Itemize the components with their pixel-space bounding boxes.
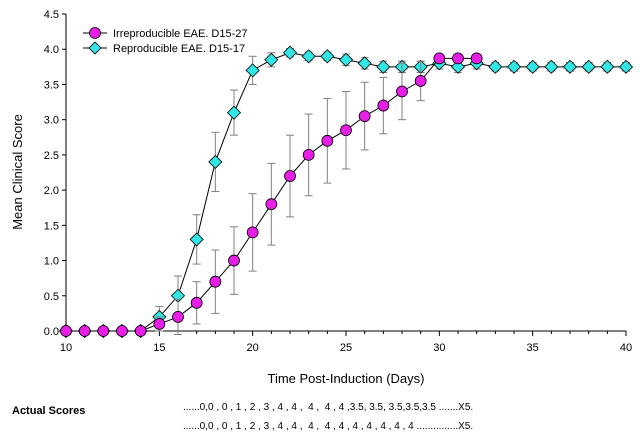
x-tick-label: 15 xyxy=(153,342,165,354)
data-point-reproducible xyxy=(488,59,503,74)
y-tick-label: 4.5 xyxy=(44,9,59,21)
series-irreproducible xyxy=(60,52,483,337)
x-tick-label: 35 xyxy=(527,342,539,354)
series-layer xyxy=(58,45,634,339)
y-axis-ticks: 0.0 0.5 1.0 1.5 2.0 2.5 3.0 3.5 4.0 4.5 xyxy=(44,9,66,338)
data-point-irreproducible xyxy=(284,170,296,182)
y-tick-label: 0.5 xyxy=(44,291,59,303)
data-point-reproducible xyxy=(525,59,540,74)
data-point-reproducible xyxy=(618,59,634,74)
data-point-reproducible xyxy=(562,59,578,74)
data-point-irreproducible xyxy=(321,134,334,147)
data-point-irreproducible xyxy=(433,52,446,65)
data-point-irreproducible xyxy=(228,254,240,267)
data-point-irreproducible xyxy=(414,75,427,87)
data-point-reproducible xyxy=(581,59,596,74)
actual-scores-line-2: ......0,0 , 0 , 1 , 2 , 3 , 4 , 4 , 4 , … xyxy=(183,421,474,432)
data-point-reproducible xyxy=(376,59,391,74)
y-tick-label: 1.0 xyxy=(44,256,59,268)
data-point-reproducible xyxy=(357,56,372,71)
data-point-irreproducible xyxy=(265,198,278,211)
y-tick-label: 2.0 xyxy=(44,185,59,197)
y-tick-label: 1.5 xyxy=(44,220,59,232)
data-point-irreproducible xyxy=(134,325,147,337)
data-point-reproducible xyxy=(245,63,260,78)
legend-label-reproducible: Reproducible EAE. D15-17 xyxy=(113,43,245,55)
data-point-reproducible xyxy=(338,52,354,67)
data-point-irreproducible xyxy=(78,325,91,337)
y-tick-label: 3.5 xyxy=(44,79,59,91)
data-point-reproducible xyxy=(189,232,204,247)
data-point-irreproducible xyxy=(116,325,128,337)
data-point-irreproducible xyxy=(470,52,483,65)
data-point-irreproducible xyxy=(172,311,184,323)
data-point-irreproducible xyxy=(190,296,203,309)
y-tick-label: 3.0 xyxy=(44,115,59,127)
data-point-reproducible xyxy=(264,52,279,67)
legend: Irreproducible EAE. D15-27 Reproducible … xyxy=(83,27,248,55)
data-point-reproducible xyxy=(226,105,242,120)
x-tick-label: 20 xyxy=(247,342,259,354)
data-point-irreproducible xyxy=(340,124,352,137)
clinical-score-chart: 0.0 0.5 1.0 1.5 2.0 2.5 3.0 3.5 4.0 4.5 10 15 20 25 3… xyxy=(10,9,634,386)
data-point-irreproducible xyxy=(209,275,222,288)
x-tick-label: 40 xyxy=(620,342,632,354)
x-axis-title: Time Post-Induction (Days) xyxy=(267,371,424,386)
data-point-reproducible xyxy=(506,59,522,74)
series-reproducible xyxy=(58,45,634,339)
data-point-irreproducible xyxy=(396,85,408,98)
y-tick-label: 0.0 xyxy=(44,326,59,338)
data-point-irreproducible xyxy=(97,325,110,337)
actual-scores-line-1: ......0,0 , 0 , 1 , 2 , 3 , 4 , 4 , 4 , … xyxy=(183,402,474,413)
data-point-irreproducible xyxy=(302,148,315,161)
y-tick-label: 2.5 xyxy=(44,150,59,162)
data-point-reproducible xyxy=(208,154,223,169)
data-point-irreproducible xyxy=(60,325,72,337)
x-tick-label: 25 xyxy=(340,342,352,354)
x-tick-label: 10 xyxy=(60,342,72,354)
data-point-irreproducible xyxy=(452,52,464,65)
data-point-reproducible xyxy=(301,49,316,64)
data-point-irreproducible xyxy=(358,110,371,123)
y-tick-label: 4.0 xyxy=(44,44,59,56)
data-point-irreproducible xyxy=(246,226,259,239)
x-axis-ticks: 10 15 20 25 30 35 40 xyxy=(60,331,632,354)
legend-label-irreproducible: Irreproducible EAE. D15-27 xyxy=(113,28,248,40)
data-point-reproducible xyxy=(600,59,615,74)
data-point-reproducible xyxy=(282,45,298,60)
data-point-reproducible xyxy=(544,59,559,74)
legend-marker-reproducible xyxy=(88,41,102,55)
data-point-reproducible xyxy=(320,49,335,64)
actual-scores-label: Actual Scores xyxy=(12,405,86,417)
y-axis-title: Mean Clinical Score xyxy=(10,114,25,230)
data-point-reproducible xyxy=(450,59,466,74)
data-point-irreproducible xyxy=(377,99,390,112)
legend-marker-irreproducible xyxy=(89,27,101,39)
data-point-irreproducible xyxy=(153,318,166,330)
x-tick-label: 30 xyxy=(433,342,445,354)
